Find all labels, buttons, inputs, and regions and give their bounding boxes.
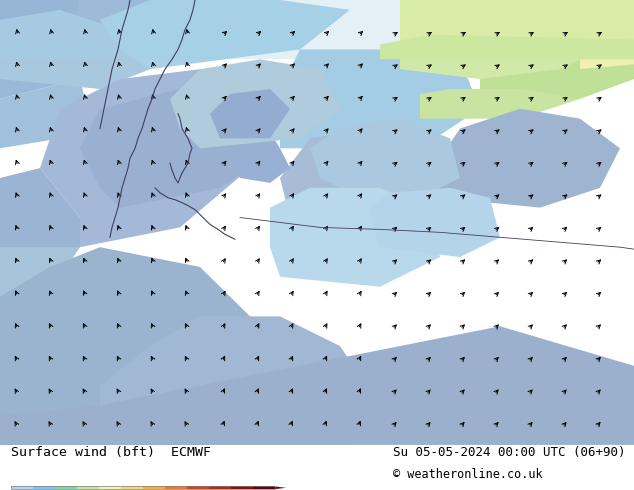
Polygon shape — [275, 487, 286, 489]
Polygon shape — [230, 144, 290, 183]
Bar — [209, 487, 231, 489]
Polygon shape — [400, 30, 600, 79]
Bar — [252, 487, 275, 489]
Polygon shape — [280, 128, 450, 247]
Polygon shape — [400, 0, 634, 49]
Polygon shape — [480, 30, 634, 109]
Polygon shape — [210, 89, 290, 138]
Polygon shape — [0, 0, 120, 99]
Polygon shape — [80, 89, 280, 208]
Polygon shape — [100, 317, 380, 445]
Polygon shape — [420, 89, 580, 119]
Polygon shape — [100, 0, 350, 69]
Polygon shape — [0, 247, 280, 445]
Polygon shape — [370, 188, 500, 257]
Polygon shape — [310, 119, 460, 198]
Polygon shape — [270, 188, 440, 287]
Bar — [121, 487, 143, 489]
Polygon shape — [0, 168, 80, 247]
Polygon shape — [0, 208, 80, 296]
Polygon shape — [420, 0, 634, 69]
Polygon shape — [280, 49, 480, 148]
Polygon shape — [170, 59, 340, 148]
Polygon shape — [0, 277, 100, 366]
Polygon shape — [440, 109, 620, 208]
Polygon shape — [520, 0, 634, 40]
Bar — [34, 487, 55, 489]
Bar — [143, 487, 165, 489]
Polygon shape — [0, 326, 634, 445]
Bar — [77, 487, 99, 489]
Polygon shape — [0, 10, 150, 89]
Polygon shape — [560, 0, 634, 59]
Text: Surface wind (bft)  ECMWF: Surface wind (bft) ECMWF — [11, 446, 211, 459]
Bar — [99, 487, 121, 489]
Polygon shape — [0, 79, 90, 148]
Polygon shape — [0, 0, 80, 69]
Bar — [231, 487, 252, 489]
Text: Su 05-05-2024 00:00 UTC (06+90): Su 05-05-2024 00:00 UTC (06+90) — [393, 446, 626, 459]
Polygon shape — [380, 35, 634, 59]
Bar — [55, 487, 77, 489]
Polygon shape — [40, 69, 260, 247]
Bar — [165, 487, 187, 489]
Polygon shape — [0, 0, 634, 59]
Polygon shape — [0, 346, 120, 445]
Bar — [187, 487, 209, 489]
Bar — [11, 487, 275, 489]
Polygon shape — [60, 0, 220, 69]
Polygon shape — [580, 30, 634, 69]
Bar — [11, 487, 34, 489]
Text: © weatheronline.co.uk: © weatheronline.co.uk — [393, 468, 543, 481]
